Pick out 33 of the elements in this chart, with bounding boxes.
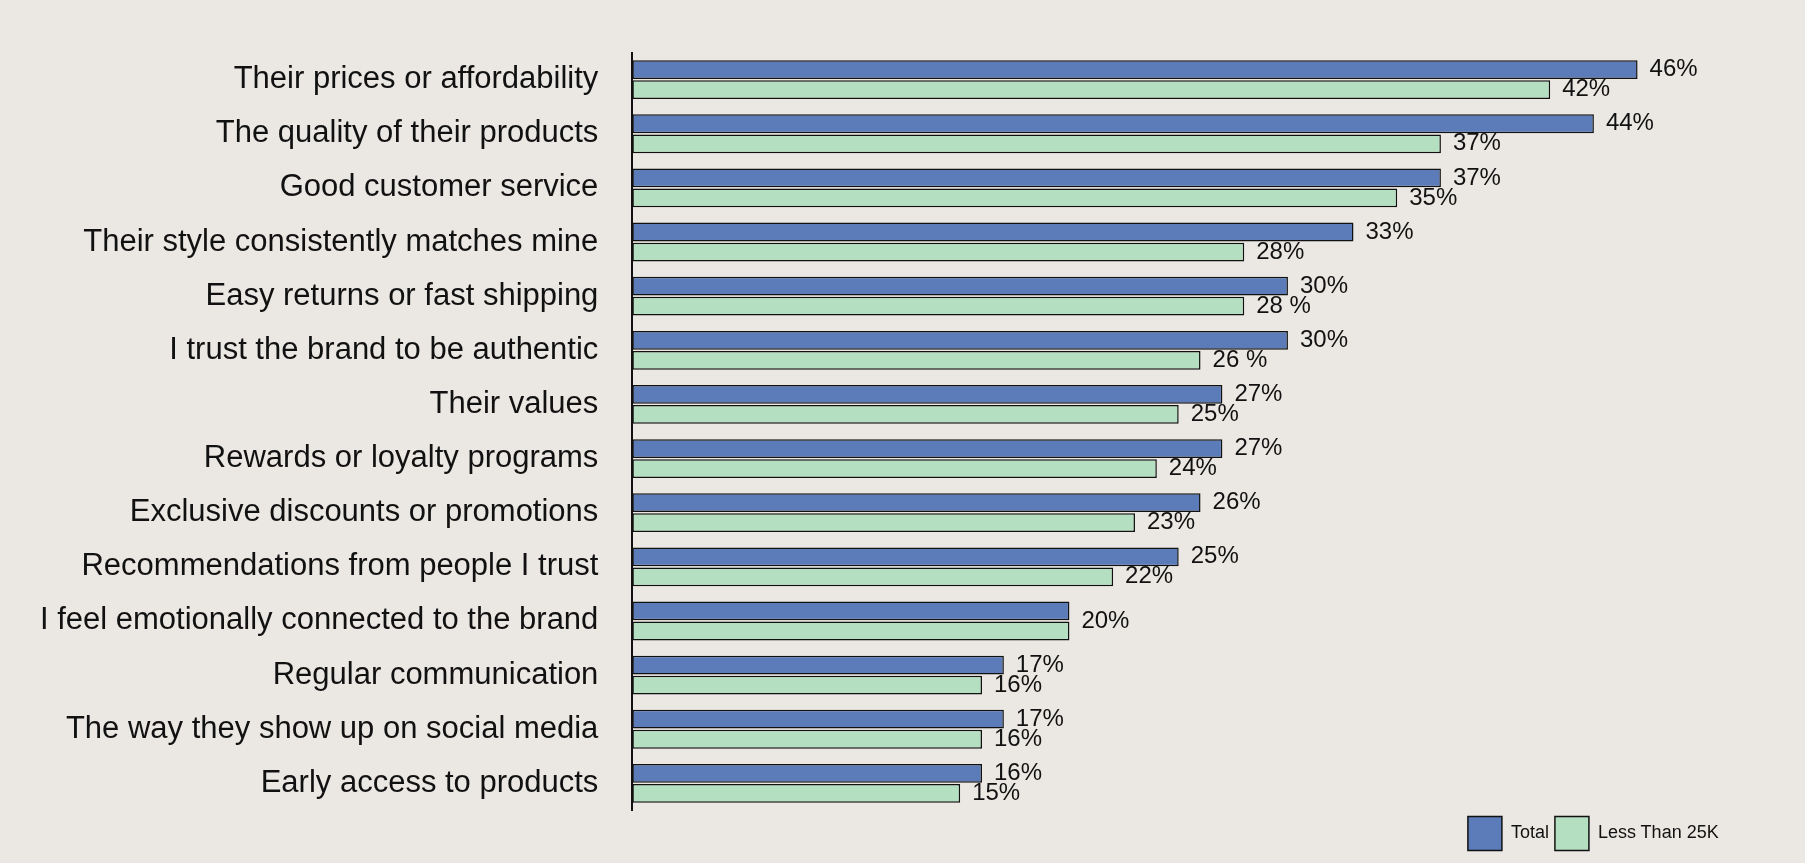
data-label: 26% — [1212, 487, 1261, 515]
data-label: 44% — [1605, 108, 1654, 136]
data-label: 23% — [1146, 507, 1196, 535]
y-tick-label: Good customer service — [279, 168, 599, 204]
data-label: 33% — [1365, 216, 1414, 244]
y-tick-label: The way they show up on social media — [65, 709, 600, 745]
y-tick-label: Exclusive discounts or promotions — [129, 493, 599, 529]
data-label: 20% — [1081, 605, 1130, 633]
data-label: 37% — [1452, 128, 1501, 156]
y-tick-label: I feel emotionally connected to the brand — [39, 601, 599, 637]
data-label: 46% — [1649, 54, 1698, 82]
data-label: 22% — [1125, 561, 1174, 589]
data-label: 37% — [1452, 162, 1501, 190]
y-tick-label: Regular communication — [272, 655, 599, 691]
y-tick-label: Easy returns or fast shipping — [205, 276, 599, 312]
data-label: 27% — [1234, 379, 1283, 407]
y-tick-label: Their values — [429, 384, 599, 420]
data-label: 26 % — [1212, 344, 1268, 372]
data-label: 25% — [1190, 541, 1239, 569]
data-label: 24% — [1168, 453, 1217, 481]
data-label: 30% — [1299, 324, 1348, 352]
y-tick-label: Early access to products — [260, 763, 599, 799]
data-label: 28% — [1256, 236, 1305, 264]
legend-label: Total — [1510, 822, 1549, 843]
legend-label: Less Than 25K — [1597, 822, 1719, 843]
y-tick-label: Recommendations from people I trust — [81, 547, 599, 583]
data-label: 42% — [1562, 74, 1611, 102]
y-tick-label: Their prices or affordability — [233, 60, 599, 96]
y-tick-label: Rewards or loyalty programs — [203, 439, 599, 475]
data-label: 27% — [1234, 433, 1283, 461]
y-tick-label: I trust the brand to be authentic — [169, 330, 599, 366]
y-tick-label: Their style consistently matches mine — [83, 222, 599, 258]
y-tick-label: The quality of their products — [215, 114, 599, 150]
